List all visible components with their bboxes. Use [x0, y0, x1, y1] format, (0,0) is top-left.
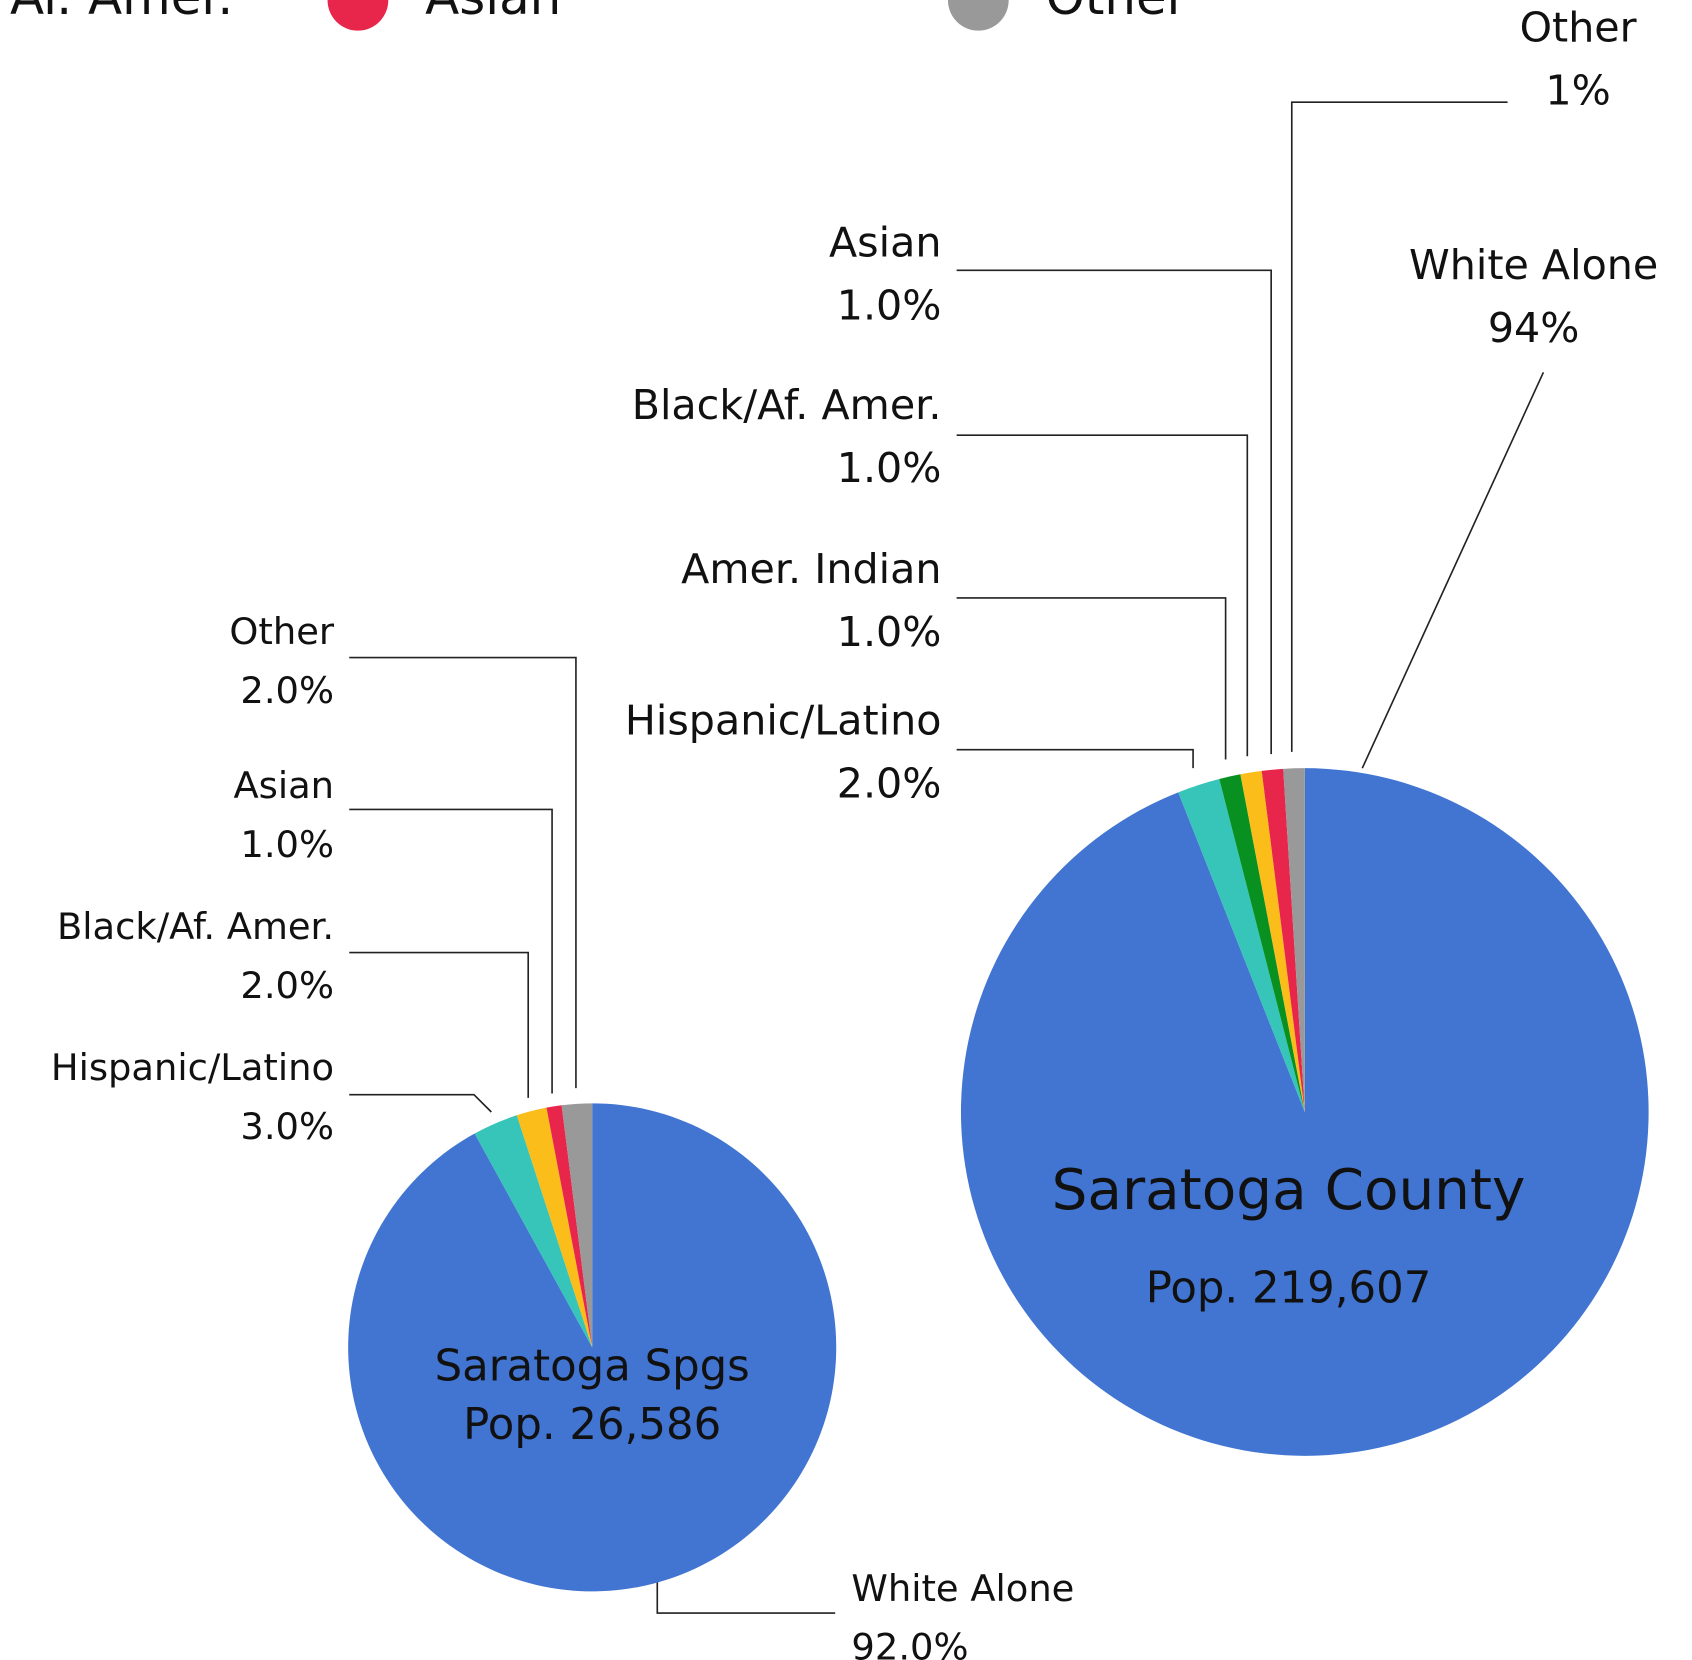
pie-slice: [1240, 770, 1305, 1112]
pie-slice: [474, 1115, 593, 1348]
slice-value-label: 1.0%: [837, 608, 942, 656]
slice-value-label: 1.0%: [837, 281, 942, 329]
pie-slice: [516, 1107, 593, 1348]
slice-label: Hispanic/Latino: [625, 697, 942, 745]
slice-value-label: 2.0%: [240, 669, 334, 712]
legend-label: Asian: [425, 0, 561, 26]
legend-label: Af. Amer.: [10, 0, 233, 26]
leader-lines: [349, 101, 1545, 1614]
pie-slice: [1219, 774, 1305, 1112]
pie-slice: [348, 1103, 837, 1592]
pie-slice: [546, 1105, 593, 1348]
slice-label: Amer. Indian: [681, 545, 941, 593]
slice-label: Black/Af. Amer.: [632, 381, 942, 429]
slice-value-label: 1.0%: [837, 444, 942, 492]
pie-slice: [1283, 768, 1305, 1112]
slice-label: Hispanic/Latino: [51, 1046, 334, 1089]
slice-value-label: 1%: [1545, 67, 1610, 115]
slice-label: White Alone: [1409, 241, 1658, 289]
slice-label: Black/Af. Amer.: [57, 905, 334, 948]
pie-subtitle: Pop. 219,607: [1146, 1263, 1432, 1313]
slice-label: Asian: [233, 764, 334, 807]
pie-slice: [960, 768, 1649, 1456]
legend-label: Other: [1046, 0, 1188, 26]
slice-label: White Alone: [851, 1567, 1074, 1610]
slice-label: Asian: [829, 218, 941, 266]
legend-swatch: [327, 0, 389, 31]
slice-label: Other: [229, 610, 335, 653]
slice-label: Other: [1520, 4, 1637, 52]
slice-value-label: 92.0%: [851, 1625, 968, 1660]
slice-value-label: 94%: [1488, 304, 1580, 352]
legend-swatch: [947, 0, 1009, 31]
slice-value-label: 2.0%: [240, 964, 334, 1007]
slice-value-label: 3.0%: [240, 1105, 334, 1148]
slice-value-label: 2.0%: [837, 760, 942, 808]
pie-title: Saratoga Spgs: [435, 1342, 750, 1392]
slice-value-label: 1.0%: [240, 823, 334, 866]
pie-slice: [1261, 768, 1305, 1112]
pie-slice: [561, 1103, 593, 1348]
pie-subtitle: Pop. 26,586: [463, 1400, 721, 1450]
pie-slice: [1178, 778, 1305, 1112]
pie-title: Saratoga County: [1052, 1158, 1526, 1223]
